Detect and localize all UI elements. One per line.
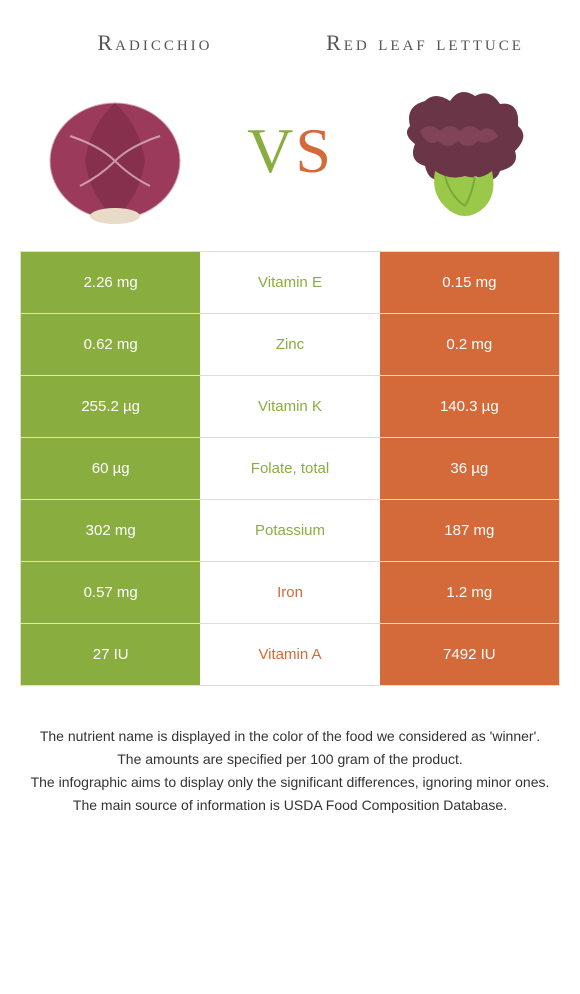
left-value-cell: 27 IU (21, 624, 200, 685)
nutrient-name-cell: Vitamin A (200, 624, 379, 685)
right-value-cell: 1.2 mg (380, 562, 559, 623)
header-titles: Radicchio Red leaf lettuce (0, 0, 580, 66)
left-value-cell: 255.2 µg (21, 376, 200, 437)
nutrient-name-cell: Potassium (200, 500, 379, 561)
table-row: 60 µgFolate, total36 µg (21, 438, 559, 500)
left-value-cell: 2.26 mg (21, 252, 200, 313)
right-value-cell: 140.3 µg (380, 376, 559, 437)
right-food-title: Red leaf lettuce (310, 30, 540, 56)
table-row: 27 IUVitamin A7492 IU (21, 624, 559, 686)
nutrient-name-cell: Vitamin E (200, 252, 379, 313)
vs-s-letter: S (295, 115, 333, 186)
left-value-cell: 302 mg (21, 500, 200, 561)
right-value-cell: 0.15 mg (380, 252, 559, 313)
left-value-cell: 0.57 mg (21, 562, 200, 623)
comparison-table: 2.26 mgVitamin E0.15 mg0.62 mgZinc0.2 mg… (20, 251, 560, 686)
right-value-cell: 7492 IU (380, 624, 559, 685)
left-food-title: Radicchio (40, 30, 270, 56)
left-value-cell: 0.62 mg (21, 314, 200, 375)
table-row: 0.62 mgZinc0.2 mg (21, 314, 559, 376)
right-value-cell: 0.2 mg (380, 314, 559, 375)
vs-label: VS (247, 114, 333, 188)
footnotes: The nutrient name is displayed in the co… (0, 726, 580, 816)
table-row: 302 mgPotassium187 mg (21, 500, 559, 562)
right-value-cell: 187 mg (380, 500, 559, 561)
footnote-line: The nutrient name is displayed in the co… (25, 726, 555, 747)
left-value-cell: 60 µg (21, 438, 200, 499)
nutrient-name-cell: Vitamin K (200, 376, 379, 437)
vs-v-letter: V (247, 115, 295, 186)
nutrient-name-cell: Iron (200, 562, 379, 623)
nutrient-name-cell: Zinc (200, 314, 379, 375)
right-value-cell: 36 µg (380, 438, 559, 499)
red-leaf-lettuce-image (380, 76, 550, 226)
footnote-line: The main source of information is USDA F… (25, 795, 555, 816)
radicchio-image (30, 76, 200, 226)
table-row: 2.26 mgVitamin E0.15 mg (21, 252, 559, 314)
nutrient-name-cell: Folate, total (200, 438, 379, 499)
table-row: 255.2 µgVitamin K140.3 µg (21, 376, 559, 438)
images-row: VS (0, 66, 580, 251)
footnote-line: The amounts are specified per 100 gram o… (25, 749, 555, 770)
footnote-line: The infographic aims to display only the… (25, 772, 555, 793)
table-row: 0.57 mgIron1.2 mg (21, 562, 559, 624)
